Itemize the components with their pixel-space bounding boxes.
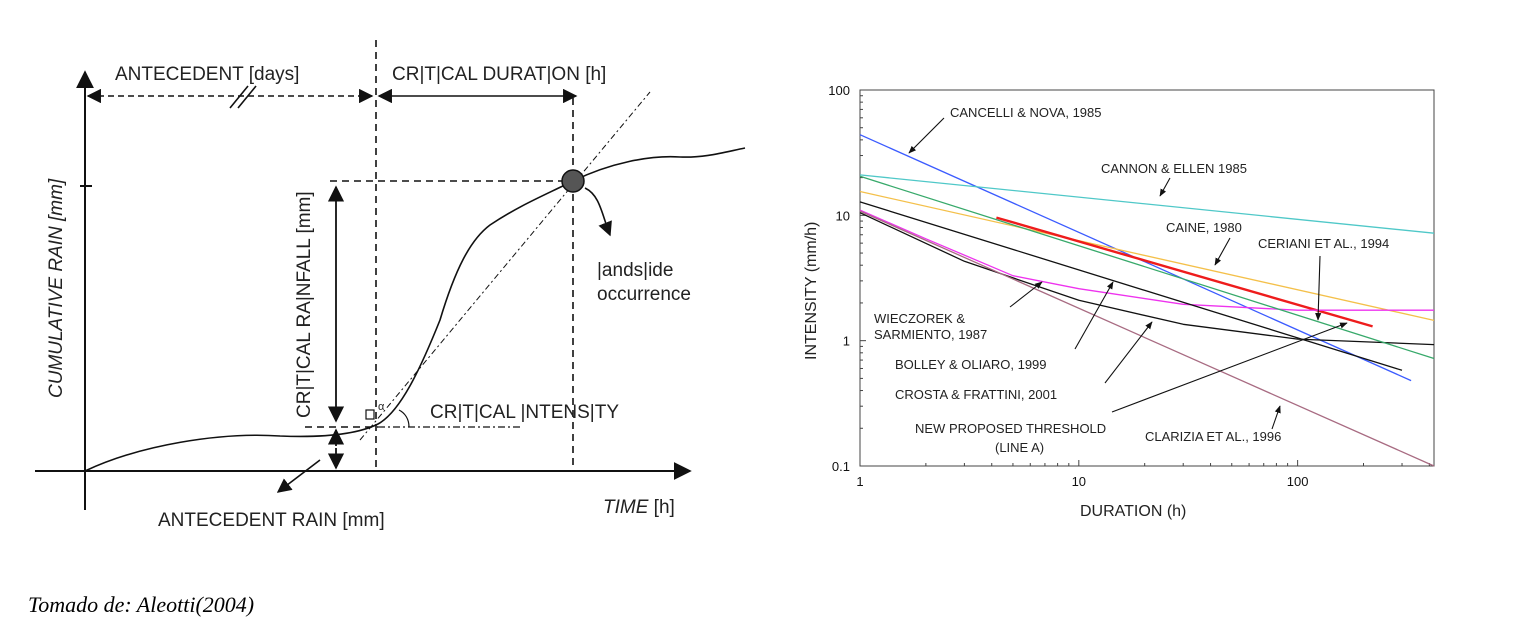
annotation-ceriani: CERIANI ET AL., 1994 <box>1258 236 1389 251</box>
y-axis-title: INTENSITY (mm/h) <box>803 222 820 360</box>
landslide-label-2: occurrence <box>597 284 691 305</box>
series-line-caine-1980 <box>859 190 1435 322</box>
antecedent-rain-label: ANTECEDENT RAIN [mm] <box>158 510 385 531</box>
series-line-crosta-frattini-2001 <box>859 212 1435 346</box>
critical-duration-label: CR|T|CAL DURAT|ON [h] <box>392 64 606 85</box>
cumulative-rain-curve <box>84 147 746 472</box>
series-lines <box>859 134 1435 467</box>
left-diagram-labels: ANTECEDENT [days] CR|T|CAL DURAT|ON [h] … <box>46 64 691 531</box>
x-tick-label: 100 <box>1287 474 1309 489</box>
annotation-arrows <box>908 117 1348 430</box>
series-line-cannon-ellen-1985 <box>859 174 1435 234</box>
plot-frame <box>859 89 1435 467</box>
y-tick-label: 0.1 <box>832 459 850 474</box>
annotation-wieczorek-2: SARMIENTO, 1987 <box>874 327 987 342</box>
annotation-caine: CAINE, 1980 <box>1166 220 1242 235</box>
annotation-crosta: CROSTA & FRATTINI, 2001 <box>895 387 1057 402</box>
landslide-point <box>561 169 585 193</box>
y-tick-label: 100 <box>828 83 850 98</box>
annotation-clarizia: CLARIZIA ET AL., 1996 <box>1145 429 1281 444</box>
annotation-wieczorek-1: WIECZOREK & <box>874 311 965 326</box>
antecedent-rain-arrow <box>276 459 321 493</box>
y-tick-label: 1 <box>843 334 850 349</box>
critical-rainfall-label: CR|T|CAL RA|NFALL [mm] <box>294 191 315 418</box>
x-tick-label: 10 <box>1072 474 1086 489</box>
critical-intensity-label: CR|T|CAL |NTENS|TY <box>430 402 619 423</box>
y-tick-label: 10 <box>836 208 850 223</box>
annotation-threshold-2: (LINE A) <box>995 440 1044 455</box>
annotation-cannon: CANNON & ELLEN 1985 <box>1101 161 1247 176</box>
annotation-threshold-1: NEW PROPOSED THRESHOLD <box>915 421 1106 436</box>
axis-ticks: 1 10 100 0.1 1 10 100 <box>828 83 1430 489</box>
x-tick-label: 1 <box>856 474 863 489</box>
annotation-bolley: BOLLEY & OLIARO, 1999 <box>895 357 1047 372</box>
figure-caption: Tomado de: Aleotti(2004) <box>28 592 255 617</box>
series-line-wieczorek-sarmiento-1987 <box>859 209 1434 311</box>
landslide-arrow <box>584 187 612 237</box>
series-line-ceriani-et-al-1994 <box>996 216 1373 328</box>
antecedent-label: ANTECEDENT [days] <box>115 64 299 85</box>
alpha-label: α <box>378 401 385 413</box>
rainfall-threshold-diagram <box>35 40 746 510</box>
annotations: CANCELLI & NOVA, 1985 CANNON & ELLEN 198… <box>874 105 1389 455</box>
annotation-cancelli: CANCELLI & NOVA, 1985 <box>950 105 1102 120</box>
landslide-label-1: |ands|ide <box>597 260 673 281</box>
series-line-clarizia-et-al-1996 <box>859 210 1435 467</box>
time-label: TIME [h] <box>603 497 675 518</box>
series-line-new-proposed-threshold-line-a <box>859 175 1435 360</box>
cumulative-rain-label: CUMULATIVE RAIN [mm] <box>46 178 67 398</box>
series-line-bolley-oliaro-1999 <box>859 201 1403 371</box>
x-axis-title: DURATION (h) <box>1080 503 1186 520</box>
intensity-duration-chart: 1 10 100 0.1 1 10 100 DURATION (h) INTENSITY (… <box>803 83 1435 520</box>
